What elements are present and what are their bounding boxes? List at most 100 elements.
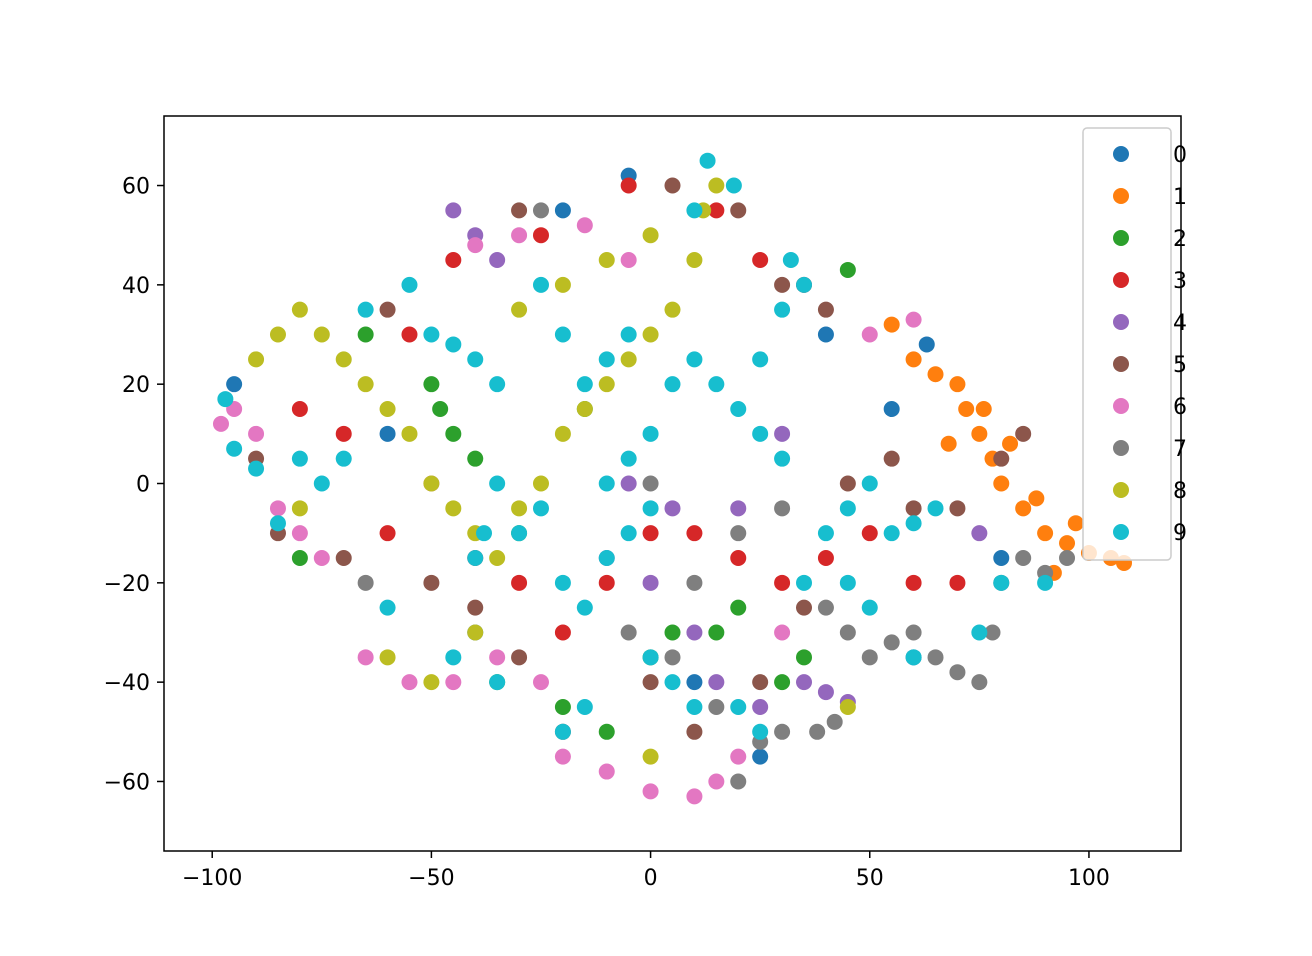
data-point-series-4 <box>708 674 725 691</box>
data-point-series-9 <box>379 599 396 616</box>
data-point-series-6 <box>905 311 922 328</box>
data-point-series-9 <box>642 500 659 517</box>
data-point-series-1 <box>927 366 944 383</box>
data-point-series-8 <box>379 401 396 418</box>
data-point-series-9 <box>217 391 234 408</box>
legend-label-2: 2 <box>1173 227 1187 252</box>
data-point-series-8 <box>313 326 330 343</box>
data-point-series-5 <box>335 549 352 566</box>
data-point-series-5 <box>423 574 440 591</box>
data-point-series-3 <box>752 252 769 269</box>
data-point-series-9 <box>839 500 856 517</box>
data-point-series-9 <box>226 440 243 457</box>
data-point-series-9 <box>620 525 637 542</box>
data-point-series-7 <box>664 649 681 666</box>
data-point-series-8 <box>335 351 352 368</box>
data-point-series-3 <box>511 574 528 591</box>
data-point-series-7 <box>971 674 988 691</box>
data-point-series-4 <box>489 252 506 269</box>
data-point-series-7 <box>883 634 900 651</box>
data-point-series-9 <box>971 624 988 641</box>
data-point-series-9 <box>248 460 265 477</box>
legend-label-9: 9 <box>1173 521 1187 546</box>
data-point-series-4 <box>620 475 637 492</box>
data-point-series-7 <box>1059 549 1076 566</box>
data-point-series-6 <box>708 773 725 790</box>
data-point-series-1 <box>958 401 975 418</box>
data-point-series-5 <box>905 500 922 517</box>
data-point-series-1 <box>1067 515 1084 532</box>
x-axis: −100 −50 0 50 100 <box>182 851 1110 891</box>
data-point-series-4 <box>730 500 747 517</box>
data-point-series-9 <box>686 351 703 368</box>
data-point-series-5 <box>839 475 856 492</box>
data-point-series-6 <box>730 748 747 765</box>
data-point-series-9 <box>476 525 493 542</box>
data-point-series-1 <box>1015 500 1032 517</box>
data-point-series-9 <box>269 515 286 532</box>
data-point-series-5 <box>817 301 834 318</box>
data-point-series-8 <box>291 500 308 517</box>
data-point-series-2 <box>445 425 462 442</box>
data-point-series-2 <box>774 674 791 691</box>
data-point-series-3 <box>686 525 703 542</box>
data-point-series-9 <box>445 336 462 353</box>
data-point-series-7 <box>984 624 1001 641</box>
data-point-series-5 <box>752 674 769 691</box>
data-point-series-2 <box>554 698 571 715</box>
data-point-series-9 <box>752 425 769 442</box>
data-point-series-9 <box>576 698 593 715</box>
data-point-series-7 <box>357 574 374 591</box>
data-point-series-9 <box>796 276 813 293</box>
data-point-series-0 <box>379 425 396 442</box>
data-point-series-9 <box>576 599 593 616</box>
legend-label-7: 7 <box>1173 437 1187 462</box>
x-tick-label: −50 <box>408 866 454 891</box>
data-point-series-9 <box>620 450 637 467</box>
data-point-series-9 <box>489 376 506 393</box>
data-point-series-7 <box>905 624 922 641</box>
data-point-series-6 <box>686 788 703 805</box>
legend-label-4: 4 <box>1173 311 1187 336</box>
data-point-series-7 <box>949 664 966 681</box>
data-point-series-2 <box>432 401 449 418</box>
data-point-series-3 <box>401 326 418 343</box>
legend-label-8: 8 <box>1173 479 1187 504</box>
data-point-series-1 <box>940 435 957 452</box>
data-point-series-1 <box>949 376 966 393</box>
data-point-series-6 <box>357 649 374 666</box>
data-point-series-6 <box>620 252 637 269</box>
data-point-series-9 <box>686 202 703 219</box>
data-point-series-2 <box>467 450 484 467</box>
legend-marker-6 <box>1113 398 1129 414</box>
data-point-series-9 <box>335 450 352 467</box>
data-point-series-8 <box>576 401 593 418</box>
data-point-series-7 <box>774 500 791 517</box>
data-point-series-0 <box>883 401 900 418</box>
data-point-series-9 <box>664 674 681 691</box>
data-point-series-5 <box>796 599 813 616</box>
data-point-series-2 <box>730 599 747 616</box>
x-tick-label: 50 <box>856 866 884 891</box>
data-point-series-7 <box>826 713 843 730</box>
data-point-series-6 <box>554 748 571 765</box>
data-point-series-4 <box>971 525 988 542</box>
data-point-series-0 <box>686 674 703 691</box>
data-point-series-7 <box>861 649 878 666</box>
data-point-series-8 <box>467 624 484 641</box>
data-point-series-6 <box>467 237 484 254</box>
data-point-series-8 <box>445 500 462 517</box>
data-point-series-9 <box>699 152 716 169</box>
data-point-series-4 <box>796 674 813 691</box>
data-point-series-1 <box>971 425 988 442</box>
data-point-series-8 <box>291 301 308 318</box>
x-tick-label: 0 <box>644 866 658 891</box>
data-point-series-6 <box>248 425 265 442</box>
data-point-series-1 <box>883 316 900 333</box>
data-point-series-8 <box>664 301 681 318</box>
legend-label-0: 0 <box>1173 143 1187 168</box>
data-point-series-9 <box>927 500 944 517</box>
data-point-series-8 <box>686 252 703 269</box>
y-axis: −60 −40 −20 0 20 40 60 <box>104 175 164 795</box>
